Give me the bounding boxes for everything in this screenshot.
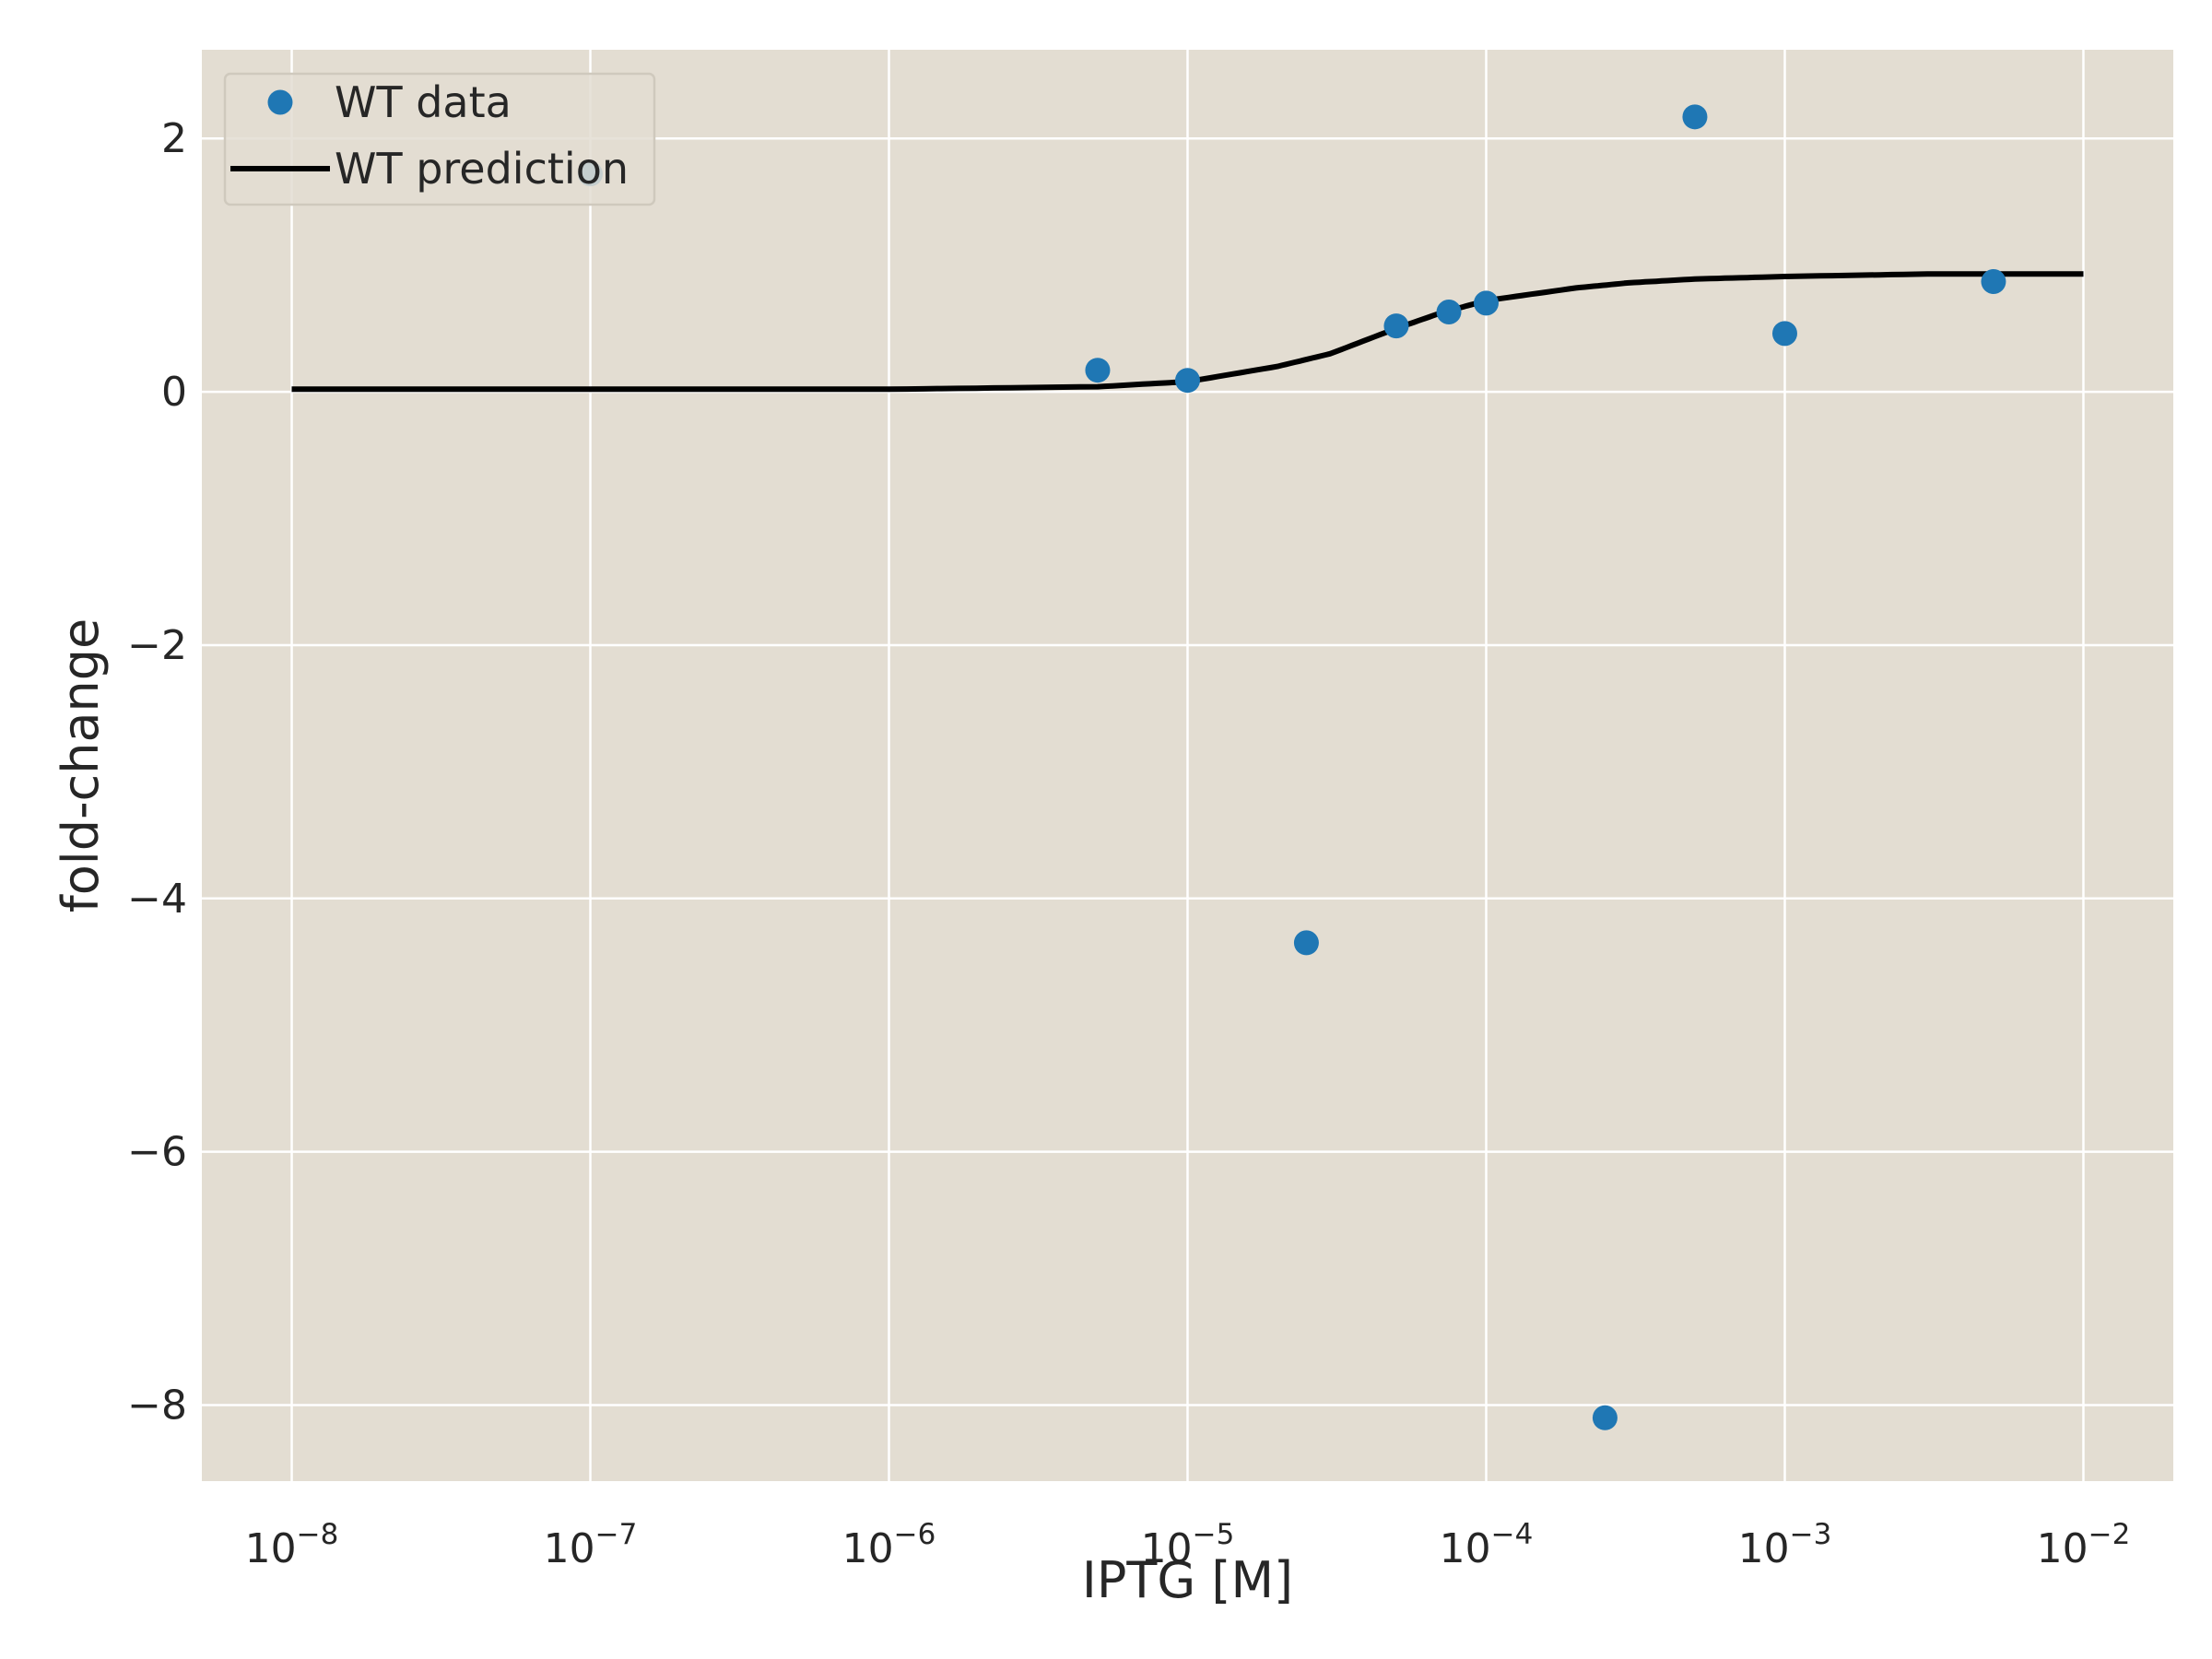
wt-data-point-4 (1383, 313, 1409, 339)
legend-label-wt-prediction: WT prediction (335, 144, 629, 194)
legend-box (223, 72, 656, 206)
y-axis-label: fold-change (52, 618, 110, 913)
y-tick-label-2: −2 (127, 622, 187, 669)
legend: WT data WT prediction (223, 72, 656, 206)
x-axis-label: IPTG [M] (1082, 1551, 1293, 1609)
wt-data-point-3 (1293, 930, 1319, 956)
x-tick-labels: 10−8 10−7 10−6 10−5 10−4 10−3 10−2 (245, 1518, 2131, 1572)
wt-data-point-9 (1771, 321, 1797, 347)
y-tick-label-5: −8 (127, 1382, 187, 1430)
wt-data-point-10 (1981, 269, 2006, 295)
wt-prediction-line (291, 271, 2084, 393)
x-tick-label-4: 10−4 (1440, 1518, 1534, 1572)
wt-data-point-8 (1682, 104, 1708, 130)
x-tick-label-1: 10−7 (544, 1518, 638, 1572)
y-tick-label-3: −4 (127, 876, 187, 923)
x-tick-label-3: 10−5 (1141, 1518, 1235, 1572)
y-tick-labels: 2 0 −2 −4 −6 −8 (127, 115, 187, 1429)
wt-data-point-2 (1175, 368, 1200, 394)
x-tick-label-0: 10−8 (245, 1518, 339, 1572)
y-tick-label-4: −6 (127, 1129, 187, 1176)
wt-data-point-5 (1436, 299, 1462, 324)
y-tick-label-0: 2 (161, 115, 187, 162)
x-tick-label-5: 10−3 (1738, 1518, 1832, 1572)
prediction-line-layer (291, 271, 2084, 393)
legend-label-wt-data: WT data (335, 77, 512, 127)
wt-data-point-6 (1473, 290, 1499, 316)
x-tick-label-6: 10−2 (2037, 1518, 2131, 1572)
legend-marker-wt-data (267, 89, 293, 115)
wt-data-point-1 (1085, 358, 1111, 383)
x-tick-label-2: 10−6 (842, 1518, 936, 1572)
wt-data-point-7 (1592, 1405, 1618, 1430)
y-tick-label-1: 0 (161, 369, 187, 416)
